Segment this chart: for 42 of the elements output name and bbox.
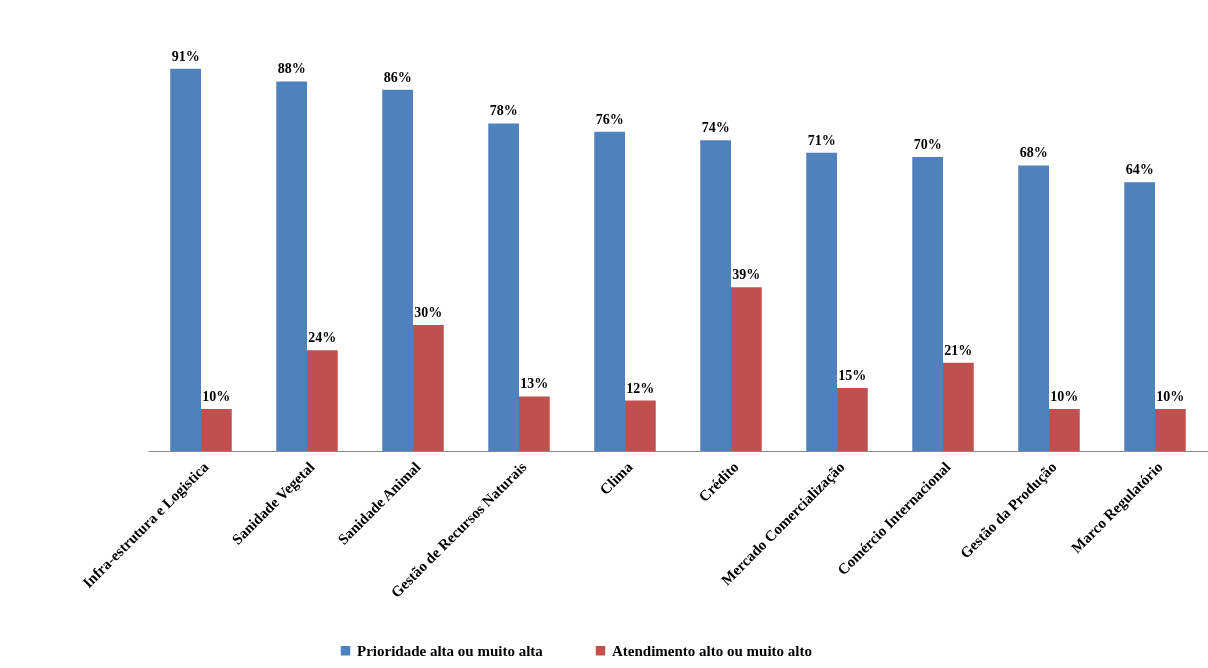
legend-label: Prioridade alta ou muito alta — [357, 642, 544, 659]
data-label: 78% — [489, 103, 518, 119]
data-label: 12% — [626, 380, 655, 396]
data-label: 64% — [1125, 162, 1154, 178]
bar — [594, 131, 625, 451]
bar — [276, 81, 307, 451]
bar — [700, 140, 731, 451]
data-label: 10% — [1050, 389, 1079, 404]
data-label: 71% — [807, 132, 836, 148]
data-label: 76% — [595, 111, 624, 127]
data-label: 13% — [520, 376, 549, 392]
bar — [806, 152, 837, 451]
data-label: 21% — [944, 342, 973, 358]
bar — [837, 388, 868, 451]
data-label: 10% — [202, 389, 231, 404]
bar — [731, 287, 762, 451]
data-label: 70% — [913, 137, 942, 152]
data-label: 15% — [838, 368, 867, 383]
data-label: 10% — [1156, 389, 1185, 404]
bar — [1124, 182, 1155, 451]
bar — [1155, 409, 1186, 451]
data-label: 91% — [171, 48, 200, 64]
data-label: 30% — [414, 305, 443, 320]
bar — [943, 362, 974, 451]
bar — [1018, 165, 1049, 451]
bar — [307, 350, 338, 451]
bar — [170, 68, 201, 451]
bar — [519, 396, 550, 451]
bar — [413, 325, 444, 451]
bar — [201, 409, 232, 451]
data-label: 88% — [277, 61, 306, 77]
bar — [488, 123, 519, 451]
bar — [625, 400, 656, 451]
legend-label: Atendimento alto ou muito alto — [612, 642, 812, 659]
data-label: 39% — [732, 267, 761, 283]
data-label: 86% — [383, 69, 412, 85]
bar — [1049, 409, 1080, 451]
data-label: 74% — [701, 120, 730, 136]
data-label: 24% — [308, 330, 337, 346]
bar — [912, 157, 943, 451]
bar — [382, 89, 413, 451]
data-label: 68% — [1019, 145, 1048, 161]
